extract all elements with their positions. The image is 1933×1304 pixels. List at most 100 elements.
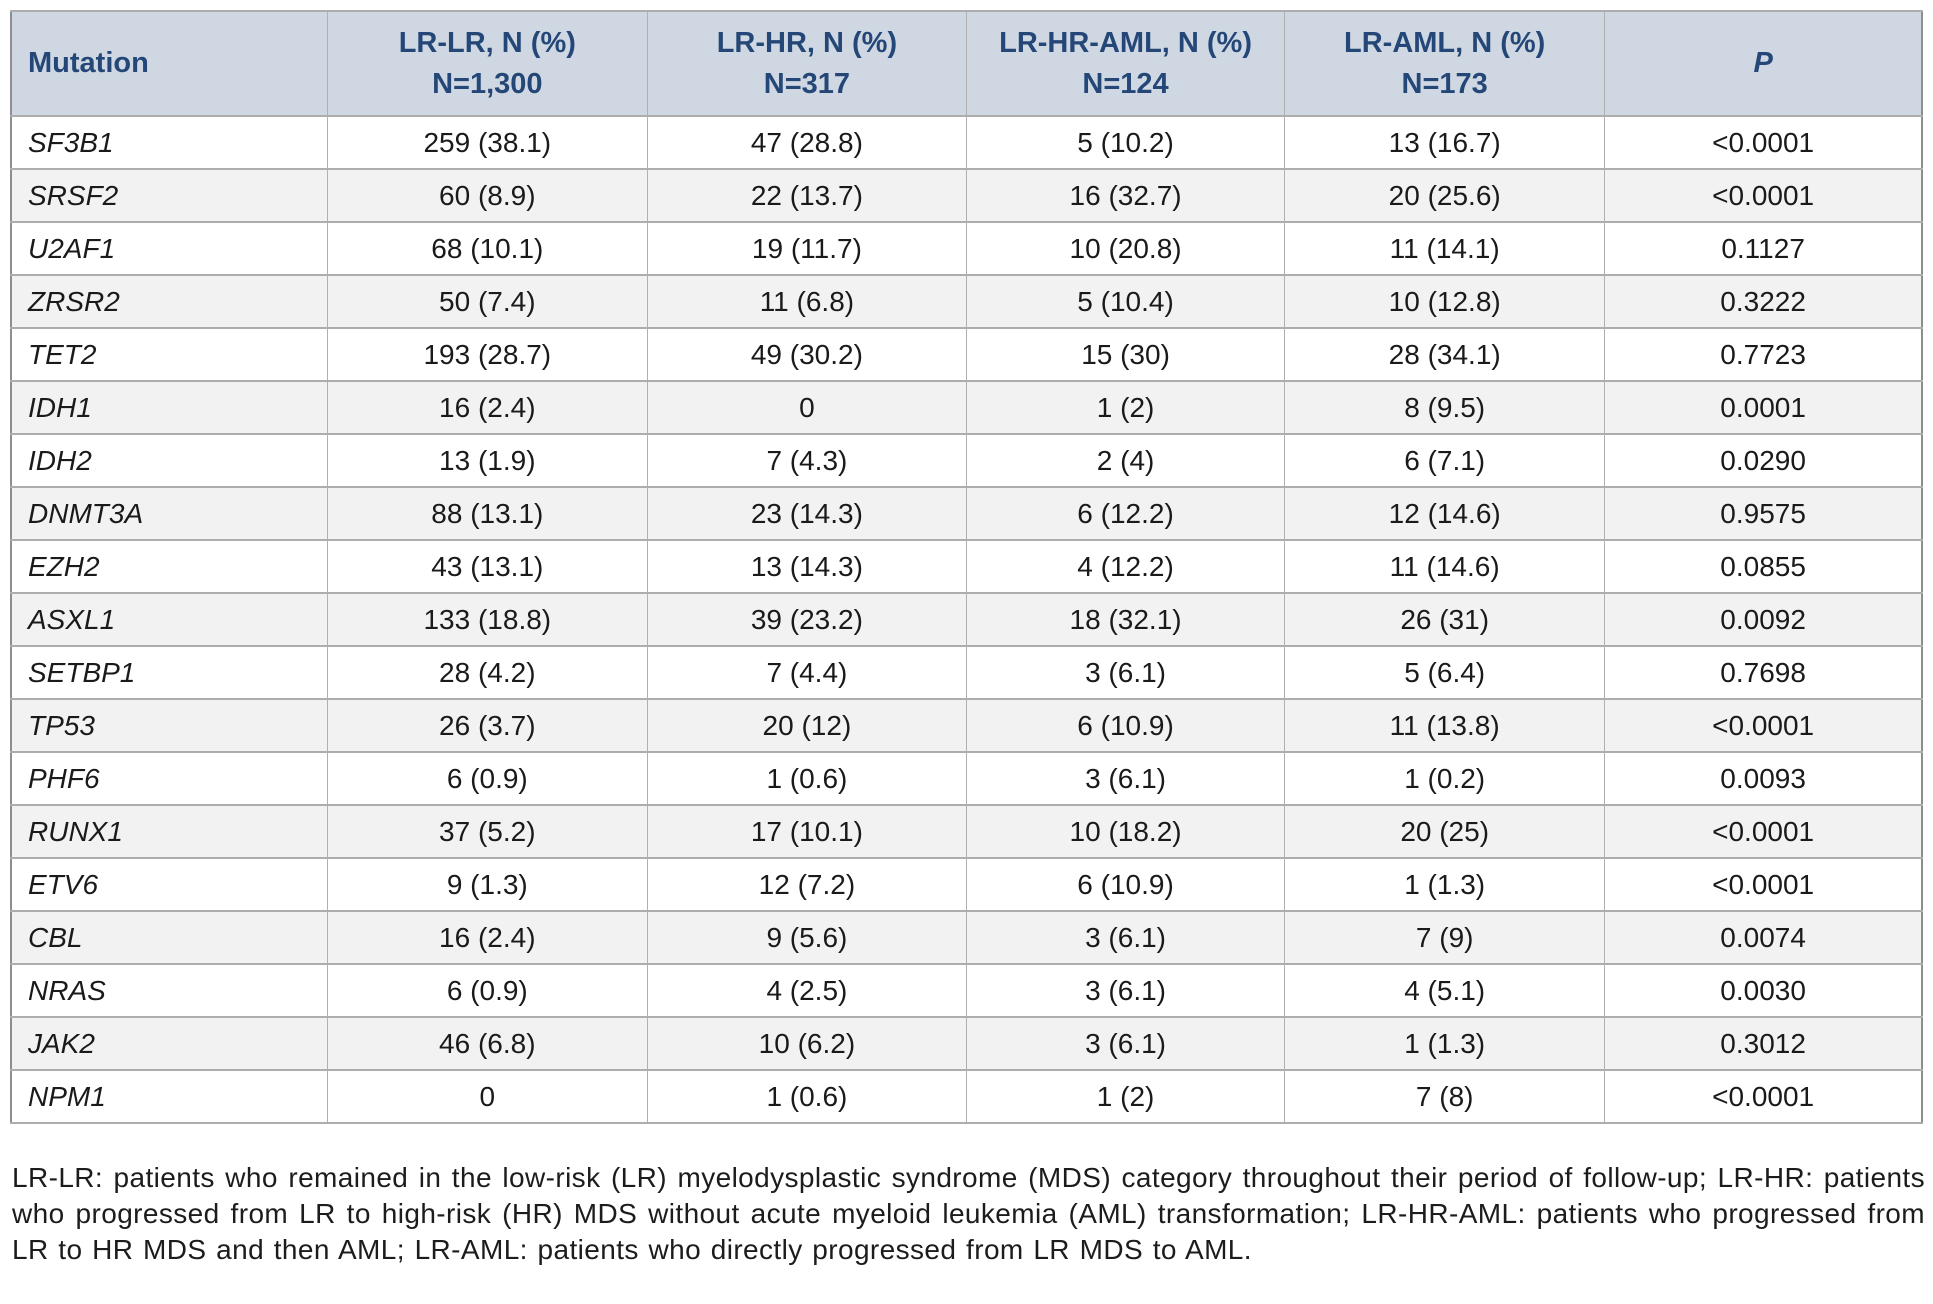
value-cell: 23 (14.3) [646, 486, 967, 541]
table-row: DNMT3A 88 (13.1) 23 (14.3) 6 (12.2) 12 (14.6… [10, 486, 1923, 541]
mutation-name: SRSF2 [10, 168, 328, 223]
value-cell: 50 (7.4) [326, 274, 648, 329]
col-header-mutation: Mutation [10, 10, 328, 117]
mutation-name: IDH2 [10, 433, 328, 488]
value-cell: 37 (5.2) [326, 804, 648, 859]
value-cell: 7 (4.4) [646, 645, 967, 700]
value-cell: <0.0001 [1604, 115, 1923, 170]
value-cell: 0 [646, 380, 967, 435]
mutation-name: NPM1 [10, 1069, 328, 1124]
value-cell: 13 (14.3) [646, 539, 967, 594]
col-header-lr-hr-aml: LR-HR-AML, N (%) N=124 [965, 10, 1286, 117]
value-cell: 8 (9.5) [1284, 380, 1606, 435]
value-cell: 3 (6.1) [965, 910, 1286, 965]
table-body: SF3B1 259 (38.1) 47 (28.8) 5 (10.2) 13 (16.7… [10, 115, 1923, 1124]
col-header-p: P [1604, 10, 1923, 117]
col-header-label: LR-HR, N (%) [716, 26, 898, 59]
value-cell: 10 (18.2) [965, 804, 1286, 859]
value-cell: 0.0290 [1604, 433, 1923, 488]
mutation-name: EZH2 [10, 539, 328, 594]
value-cell: 10 (20.8) [965, 221, 1286, 276]
col-header-label: LR-AML, N (%) [1344, 26, 1546, 59]
table-row: ZRSR2 50 (7.4) 11 (6.8) 5 (10.4) 10 (12.8) 0.… [10, 274, 1923, 329]
table-row: SETBP1 28 (4.2) 7 (4.4) 3 (6.1) 5 (6.4) 0.769… [10, 645, 1923, 700]
value-cell: 0.3222 [1604, 274, 1923, 329]
table-row: ASXL1 133 (18.8) 39 (23.2) 18 (32.1) 26 (31)… [10, 592, 1923, 647]
col-header-label: P [1753, 47, 1773, 80]
value-cell: 7 (4.3) [646, 433, 967, 488]
col-header-lr-lr: LR-LR, N (%) N=1,300 [326, 10, 648, 117]
mutation-name: SF3B1 [10, 115, 328, 170]
mutation-name: RUNX1 [10, 804, 328, 859]
value-cell: 20 (25) [1284, 804, 1606, 859]
value-cell: 2 (4) [965, 433, 1286, 488]
value-cell: 1 (0.2) [1284, 751, 1606, 806]
value-cell: 0.0092 [1604, 592, 1923, 647]
mutation-name: JAK2 [10, 1016, 328, 1071]
mutation-name: ASXL1 [10, 592, 328, 647]
value-cell: 26 (3.7) [326, 698, 648, 753]
value-cell: 19 (11.7) [646, 221, 967, 276]
mutation-name: NRAS [10, 963, 328, 1018]
value-cell: 1 (2) [965, 380, 1286, 435]
value-cell: 88 (13.1) [326, 486, 648, 541]
value-cell: 12 (14.6) [1284, 486, 1606, 541]
value-cell: <0.0001 [1604, 857, 1923, 912]
value-cell: 16 (2.4) [326, 910, 648, 965]
col-header-label: LR-HR-AML, N (%) [999, 26, 1252, 59]
value-cell: 0.0001 [1604, 380, 1923, 435]
mutation-name: U2AF1 [10, 221, 328, 276]
value-cell: 0 [326, 1069, 648, 1124]
value-cell: 10 (6.2) [646, 1016, 967, 1071]
value-cell: 0.0093 [1604, 751, 1923, 806]
value-cell: 16 (32.7) [965, 168, 1286, 223]
value-cell: 5 (10.2) [965, 115, 1286, 170]
value-cell: 9 (5.6) [646, 910, 967, 965]
value-cell: 4 (2.5) [646, 963, 967, 1018]
mutation-name: IDH1 [10, 380, 328, 435]
value-cell: 0.1127 [1604, 221, 1923, 276]
table-row: NPM1 0 1 (0.6) 1 (2) 7 (8) <0.0001 [10, 1069, 1923, 1124]
value-cell: 4 (12.2) [965, 539, 1286, 594]
value-cell: 1 (1.3) [1284, 857, 1606, 912]
value-cell: 11 (6.8) [646, 274, 967, 329]
mutation-name: SETBP1 [10, 645, 328, 700]
value-cell: 20 (25.6) [1284, 168, 1606, 223]
mutation-table: Mutation LR-LR, N (%) N=1,300 LR-HR, N (… [10, 10, 1923, 1124]
value-cell: 12 (7.2) [646, 857, 967, 912]
col-header-label: LR-LR, N (%) [398, 26, 576, 59]
footnote: LR-LR: patients who remained in the low-… [12, 1162, 1925, 1266]
table-row: PHF6 6 (0.9) 1 (0.6) 3 (6.1) 1 (0.2) 0.0093 [10, 751, 1923, 806]
col-header-n: N=124 [1082, 67, 1169, 100]
table-row: IDH1 16 (2.4) 0 1 (2) 8 (9.5) 0.0001 [10, 380, 1923, 435]
value-cell: 47 (28.8) [646, 115, 967, 170]
table-row: ETV6 9 (1.3) 12 (7.2) 6 (10.9) 1 (1.3) <0.000… [10, 857, 1923, 912]
table-row: TP53 26 (3.7) 20 (12) 6 (10.9) 11 (13.8) <0.0… [10, 698, 1923, 753]
value-cell: 1 (2) [965, 1069, 1286, 1124]
value-cell: 0.9575 [1604, 486, 1923, 541]
col-header-lr-hr: LR-HR, N (%) N=317 [646, 10, 967, 117]
value-cell: 3 (6.1) [965, 963, 1286, 1018]
value-cell: 22 (13.7) [646, 168, 967, 223]
value-cell: 6 (0.9) [326, 751, 648, 806]
mutation-name: ETV6 [10, 857, 328, 912]
table-row: NRAS 6 (0.9) 4 (2.5) 3 (6.1) 4 (5.1) 0.0030 [10, 963, 1923, 1018]
value-cell: <0.0001 [1604, 698, 1923, 753]
value-cell: 26 (31) [1284, 592, 1606, 647]
value-cell: <0.0001 [1604, 804, 1923, 859]
value-cell: 39 (23.2) [646, 592, 967, 647]
value-cell: 28 (34.1) [1284, 327, 1606, 382]
value-cell: 9 (1.3) [326, 857, 648, 912]
col-header-n: N=173 [1401, 67, 1488, 100]
value-cell: 17 (10.1) [646, 804, 967, 859]
value-cell: 49 (30.2) [646, 327, 967, 382]
value-cell: 68 (10.1) [326, 221, 648, 276]
value-cell: 46 (6.8) [326, 1016, 648, 1071]
col-header-n: N=317 [763, 67, 851, 100]
mutation-name: TP53 [10, 698, 328, 753]
table-row: U2AF1 68 (10.1) 19 (11.7) 10 (20.8) 11 (14.1… [10, 221, 1923, 276]
table-row: RUNX1 37 (5.2) 17 (10.1) 10 (18.2) 20 (25) <0… [10, 804, 1923, 859]
table-row: SF3B1 259 (38.1) 47 (28.8) 5 (10.2) 13 (16.7… [10, 115, 1923, 170]
mutation-name: TET2 [10, 327, 328, 382]
